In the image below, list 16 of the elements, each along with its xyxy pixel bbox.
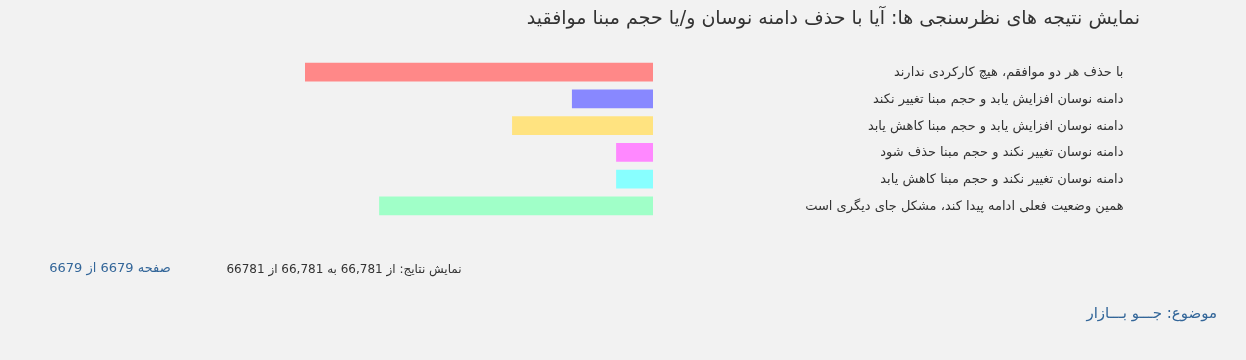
y-tick-label: دامنه نوسان تغییر نکند و حجم مبنا حذف شود: [880, 144, 1124, 161]
y-tick-label: همین وضعیت فعلی ادامه پیدا کند، مشکل جای دیگری است: [805, 197, 1124, 214]
y-tick-label: با حذف هر دو موافقم، هیچ کارکردی ندارند: [893, 64, 1124, 81]
bar: [379, 196, 653, 216]
bar: [305, 62, 653, 82]
bar: [571, 89, 653, 109]
text: نمایش نتایج: از 66,781 به 66,781 از 66781: [226, 262, 462, 277]
bar: [616, 143, 653, 162]
bar: [616, 169, 653, 189]
y-tick-label: دامنه نوسان تغییر نکند و حجم مبنا کاهش یابد: [880, 171, 1124, 188]
text: نمایش نتیجه های نظرسنجی ها: آیا با حذف دامنه نوسان و/یا حجم مبنا موافقید: [526, 5, 1140, 29]
text: صفحه 6679 از 6679: [49, 260, 171, 276]
bar: [512, 116, 653, 135]
text: موضوع: جـــو بـــازار: [1085, 304, 1217, 322]
y-tick-label: دامنه نوسان افزایش یابد و حجم مبنا تغییر نکند: [873, 90, 1124, 107]
y-tick-label: دامنه نوسان افزایش یابد و حجم مبنا کاهش یابد: [867, 117, 1124, 134]
